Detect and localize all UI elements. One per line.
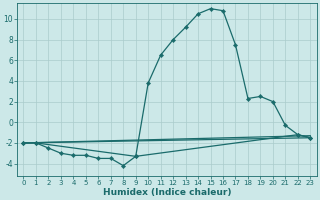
X-axis label: Humidex (Indice chaleur): Humidex (Indice chaleur) bbox=[103, 188, 231, 197]
